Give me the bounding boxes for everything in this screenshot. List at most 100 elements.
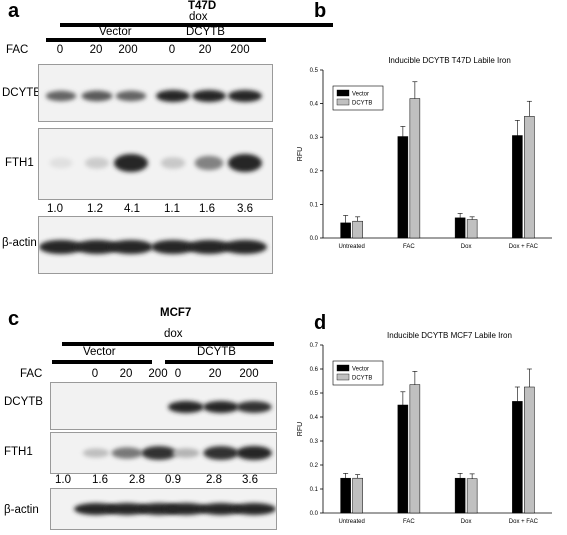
quant-value: 2.8 <box>129 474 145 486</box>
blot-band <box>236 401 272 413</box>
chart-title: Inducible DCYTB MCF7 Labile Iron <box>387 331 512 340</box>
blot-band <box>49 157 73 169</box>
blot-actin <box>50 488 277 530</box>
fac-label: FAC <box>6 44 29 56</box>
chart-mcf7: Inducible DCYTB MCF7 Labile Iron 0.0 0.1 0.… <box>290 330 567 530</box>
blot-band <box>172 448 200 458</box>
dox-label: dox <box>189 11 208 23</box>
chart-title: Inducible DCYTB T47D Labile Iron <box>388 56 511 65</box>
fac-label: FAC <box>20 368 43 380</box>
cell-line-label: MCF7 <box>160 307 192 319</box>
blot-band <box>228 90 262 102</box>
bar-vector <box>454 477 466 514</box>
row-label-fth1: FTH1 <box>5 157 34 169</box>
bar-vector <box>340 222 351 239</box>
fac-value: 200 <box>239 368 259 380</box>
blot-band <box>84 157 110 169</box>
blot-band <box>194 155 224 171</box>
blot-band <box>164 503 208 515</box>
chart-mcf7-svg: Inducible DCYTB MCF7 Labile Iron 0.0 0.1 0.… <box>297 331 552 525</box>
blot-band <box>81 90 113 102</box>
dox-label: dox <box>164 328 183 340</box>
y-tick-label: 0.5 <box>310 68 319 74</box>
y-tick-label: 0.5 <box>310 391 319 397</box>
cell-line-label: T47D <box>188 0 217 12</box>
x-tick-label: Dox <box>461 244 472 250</box>
blot-fth1 <box>50 432 277 474</box>
quant-value: 1.6 <box>92 474 108 486</box>
blot-band <box>199 503 243 515</box>
x-tick-label: Untreated <box>338 244 364 250</box>
y-tick-label: 0.3 <box>310 439 319 445</box>
group-label-dcytb: DCYTB <box>197 346 236 358</box>
bar-vector <box>397 404 409 514</box>
bar-vector <box>454 217 466 239</box>
legend-label: Vector <box>352 367 369 373</box>
legend-label: Vector <box>352 92 369 98</box>
fac-value: 200 <box>230 44 250 56</box>
fac-value: 20 <box>198 44 212 56</box>
blot-band <box>192 90 226 102</box>
y-tick-label: 0.1 <box>310 202 319 208</box>
y-tick-label: 0.7 <box>310 343 319 349</box>
dox-bar <box>62 342 274 346</box>
group-label-vector: Vector <box>83 346 116 358</box>
fac-value: 200 <box>118 44 138 56</box>
y-tick-label: 0.6 <box>310 367 319 373</box>
fac-value: 20 <box>208 368 222 380</box>
legend-label: DCYTB <box>352 101 372 107</box>
blot-band <box>105 503 149 515</box>
fac-value: 0 <box>56 44 64 56</box>
fac-value: 200 <box>148 368 168 380</box>
quant-value: 1.0 <box>55 474 71 486</box>
blot-dcytb <box>50 382 277 430</box>
vector-bar <box>52 360 152 364</box>
fac-value: 0 <box>174 368 182 380</box>
blot-band <box>45 90 77 102</box>
bar-dcytb <box>466 219 478 239</box>
panel-letter-c: c <box>8 308 20 330</box>
panel-letter-a: a <box>8 0 20 22</box>
x-tick-label: Untreated <box>338 519 364 525</box>
bar-dcytb <box>409 384 421 514</box>
y-tick-label: 0.4 <box>310 415 319 421</box>
blot-band <box>187 240 231 254</box>
legend-swatch <box>336 364 350 372</box>
fac-value: 20 <box>119 368 133 380</box>
x-tick-label: Dox <box>461 519 472 525</box>
row-label-actin: β-actin <box>2 237 37 249</box>
legend-label: DCYTB <box>352 376 372 382</box>
x-tick-label: FAC <box>403 244 415 250</box>
y-tick-label: 0.1 <box>310 487 319 493</box>
bar-vector <box>397 136 409 239</box>
quant-value: 1.6 <box>199 203 215 215</box>
bar-dcytb <box>524 116 535 239</box>
y-tick-label: 0.2 <box>310 169 319 175</box>
x-tick-label: Dox + FAC <box>509 244 539 250</box>
blot-band <box>203 446 239 460</box>
quant-value: 3.6 <box>242 474 258 486</box>
blot-actin <box>38 216 273 274</box>
group-label-vector: Vector <box>99 26 132 38</box>
chart-t47d: Inducible DCYTB T47D Labile Iron 0.0 0.1 0.… <box>290 55 567 255</box>
quant-value: 4.1 <box>124 203 140 215</box>
blot-band <box>151 240 195 254</box>
panel-letter-d: d <box>314 312 327 334</box>
blot-band <box>160 157 186 169</box>
row-label-actin: β-actin <box>4 504 39 516</box>
y-tick-label: 0.2 <box>310 463 319 469</box>
bar-vector <box>340 477 351 514</box>
bar-dcytb <box>352 220 363 239</box>
y-tick-label: 0.3 <box>310 135 319 141</box>
quant-value: 2.8 <box>206 474 222 486</box>
panel-letter-b: b <box>314 0 327 22</box>
blot-band <box>228 154 262 172</box>
blot-band <box>39 240 83 254</box>
blot-band <box>141 446 177 460</box>
y-axis-label: RFU <box>297 147 304 161</box>
blot-band <box>223 240 267 254</box>
quant-value: 1.0 <box>47 203 63 215</box>
blot-fth1 <box>38 128 273 200</box>
fac-value: 20 <box>89 44 103 56</box>
quant-value: 1.1 <box>164 203 180 215</box>
